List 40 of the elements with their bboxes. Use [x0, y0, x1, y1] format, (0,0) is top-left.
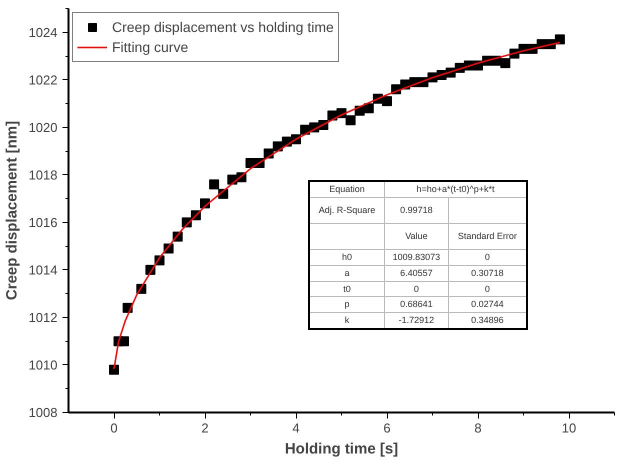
y-tick-label: 1022: [28, 72, 58, 88]
annotation: 6.40557: [384, 265, 448, 282]
annotation: Standard Error: [448, 223, 527, 250]
y-tick-label: 1020: [28, 120, 58, 135]
y-tick-label: 1024: [28, 24, 58, 40]
y-axis-title: Creep displacement [nm]: [4, 120, 21, 300]
annotation: 0.68641: [384, 296, 448, 313]
y-tick-label: 1016: [28, 214, 58, 230]
annotation: -1.72912: [384, 312, 448, 330]
annotation: 0.02744: [448, 296, 527, 313]
annotation: Adj. R-Square: [309, 197, 385, 224]
annotation: Value: [384, 223, 448, 250]
annotation: Equation: [309, 181, 385, 198]
annotation: h0: [309, 249, 385, 266]
annotation: 0: [448, 281, 527, 297]
annotation: 0: [448, 249, 527, 266]
x-tick-label: 6: [383, 420, 391, 436]
y-tick-label: 1014: [28, 262, 58, 278]
annotation: 1009.83073: [384, 249, 448, 266]
annotation: h=ho+a*(t-t0)^p+k*t: [384, 181, 527, 198]
annotation: t0: [309, 281, 385, 297]
x-axis-title: Holding time [s]: [284, 440, 398, 458]
x-tick-label: 4: [292, 420, 300, 436]
legend-label: Fitting curve: [112, 39, 188, 55]
y-tick-label: 1010: [28, 357, 58, 372]
y-tick-label: 1012: [28, 310, 58, 325]
y-tick-label: 1008: [28, 405, 58, 420]
x-tick-label: 8: [474, 420, 482, 436]
y-tick-label: 1018: [28, 167, 58, 182]
x-tick-label: 10: [562, 420, 576, 436]
annotation: p: [309, 296, 385, 313]
annotation: 0: [384, 281, 448, 297]
x-tick-label: 0: [110, 420, 118, 436]
annotation: k: [309, 312, 385, 330]
legend-label: Creep displacement vs holding time: [112, 19, 334, 35]
annotation: 0.30718: [448, 265, 527, 282]
annotation: 0.99718: [384, 197, 448, 224]
annotation: 0.34896: [448, 312, 527, 330]
x-tick-label: 2: [201, 420, 209, 436]
annotation: a: [309, 265, 385, 282]
